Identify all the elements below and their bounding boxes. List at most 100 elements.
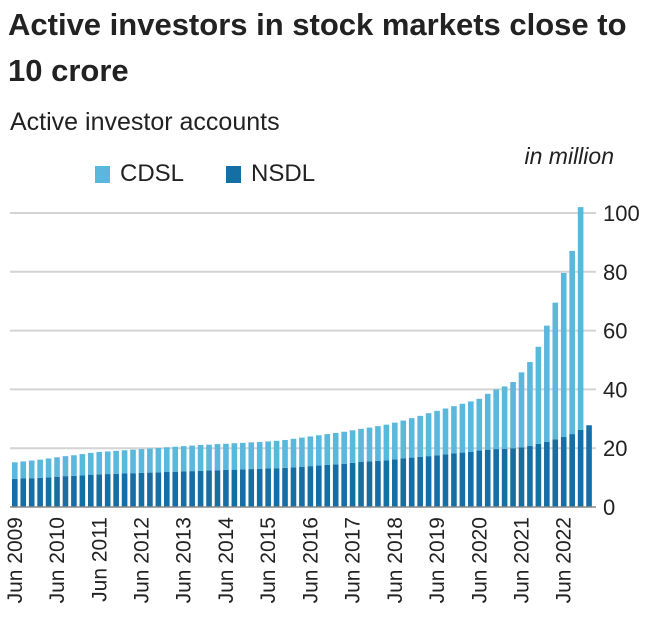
bar-cdsl — [358, 428, 364, 463]
y-tick-label: 20 — [603, 436, 627, 461]
y-tick-label: 40 — [603, 377, 627, 402]
bar-nsdl — [375, 460, 381, 507]
chart-title: Active investors in stock markets close … — [8, 7, 627, 88]
bar-cdsl — [375, 426, 381, 461]
bar-cdsl — [223, 443, 229, 470]
bar-nsdl — [299, 466, 305, 507]
bar-cdsl — [307, 436, 314, 467]
bar-nsdl — [79, 475, 86, 507]
bar-cdsl — [434, 410, 440, 456]
bar-nsdl — [282, 467, 288, 507]
bar-nsdl — [265, 468, 271, 507]
y-tick-label: 60 — [603, 319, 627, 344]
bar-nsdl — [349, 462, 356, 507]
bar-nsdl — [451, 453, 457, 507]
x-tick-label: Jun 2018 — [384, 517, 407, 603]
bar-nsdl — [586, 425, 592, 507]
bar-nsdl — [155, 472, 162, 507]
bar-cdsl — [501, 386, 508, 449]
bar-nsdl — [501, 448, 508, 507]
bar-cdsl — [206, 444, 212, 471]
legend: CDSL NSDL — [95, 160, 357, 188]
bar-nsdl — [180, 471, 187, 507]
bar-cdsl — [577, 207, 584, 430]
bar-nsdl — [71, 475, 77, 507]
bar-nsdl — [28, 478, 35, 507]
y-tick-label: 0 — [603, 495, 615, 520]
bar-nsdl — [459, 452, 466, 507]
bar-cdsl — [164, 447, 170, 473]
bar-cdsl — [147, 448, 153, 473]
bar-cdsl — [214, 444, 221, 471]
bar-nsdl — [383, 460, 390, 507]
bar-cdsl — [231, 443, 238, 470]
bar-nsdl — [113, 473, 119, 507]
bar-cdsl — [155, 447, 162, 473]
chart-subtitle: Active investor accounts — [10, 108, 280, 136]
bar-cdsl — [240, 442, 246, 470]
bar-cdsl — [62, 456, 69, 477]
bar-nsdl — [20, 478, 27, 507]
bar-nsdl — [130, 473, 136, 507]
bar-nsdl — [45, 477, 52, 507]
bar-cdsl — [400, 420, 407, 459]
x-tick-label: Jun 2010 — [46, 517, 69, 603]
bar-nsdl — [240, 469, 246, 507]
bar-nsdl — [341, 463, 347, 507]
bar-cdsl — [256, 442, 263, 469]
bar-nsdl — [484, 449, 491, 507]
bar-cdsl — [324, 434, 331, 465]
bar-cdsl — [510, 382, 516, 449]
bar-cdsl — [88, 452, 94, 475]
bar-cdsl — [349, 430, 356, 463]
bar-nsdl — [535, 443, 542, 507]
bar-nsdl — [510, 448, 516, 507]
bar-cdsl — [28, 460, 35, 479]
x-tick-label: Jun 2012 — [130, 517, 153, 603]
bar-cdsl — [189, 445, 195, 472]
x-tick-label: Jun 2019 — [426, 517, 449, 603]
x-tick-label: Jun 2009 — [4, 517, 27, 603]
bar-cdsl — [459, 403, 466, 453]
y-tick-label: 100 — [603, 201, 640, 226]
bar-cdsl — [366, 427, 373, 462]
bar-cdsl — [484, 393, 491, 450]
bar-cdsl — [299, 437, 305, 467]
bar-nsdl — [417, 457, 423, 507]
x-tick-label: Jun 2016 — [299, 517, 322, 603]
bar-nsdl — [476, 450, 483, 507]
bar-cdsl — [290, 438, 297, 468]
bar-nsdl — [544, 441, 550, 507]
bar-nsdl — [88, 474, 94, 507]
bar-nsdl — [518, 447, 525, 507]
x-tick-label: Jun 2015 — [257, 517, 280, 603]
bar-cdsl — [476, 398, 483, 451]
bar-cdsl — [172, 446, 179, 472]
bar-nsdl — [316, 465, 322, 507]
x-tick-label: Jun 2013 — [173, 517, 196, 603]
bar-cdsl — [180, 446, 187, 472]
bar-nsdl — [332, 464, 339, 507]
bar-nsdl — [324, 464, 331, 507]
bar-cdsl — [451, 406, 457, 454]
x-tick-label: Jun 2011 — [88, 517, 111, 602]
bar-cdsl — [425, 413, 432, 457]
bar-cdsl — [121, 450, 128, 474]
legend-swatch-nsdl — [226, 165, 242, 183]
bar-cdsl — [138, 449, 145, 473]
x-tick-label: Jun 2021 — [511, 517, 534, 603]
bar-cdsl — [544, 325, 550, 442]
bar-nsdl — [231, 469, 238, 507]
bar-cdsl — [273, 440, 280, 469]
x-tick-label: Jun 2020 — [468, 517, 491, 603]
bar-cdsl — [248, 442, 255, 470]
bar-cdsl — [96, 452, 103, 475]
x-tick-label: Jun 2014 — [215, 517, 238, 604]
bar-cdsl — [569, 250, 575, 435]
bar-nsdl — [189, 471, 195, 507]
bar-cdsl — [79, 454, 86, 476]
bar-cdsl — [468, 401, 474, 452]
bar-cdsl — [71, 455, 77, 476]
